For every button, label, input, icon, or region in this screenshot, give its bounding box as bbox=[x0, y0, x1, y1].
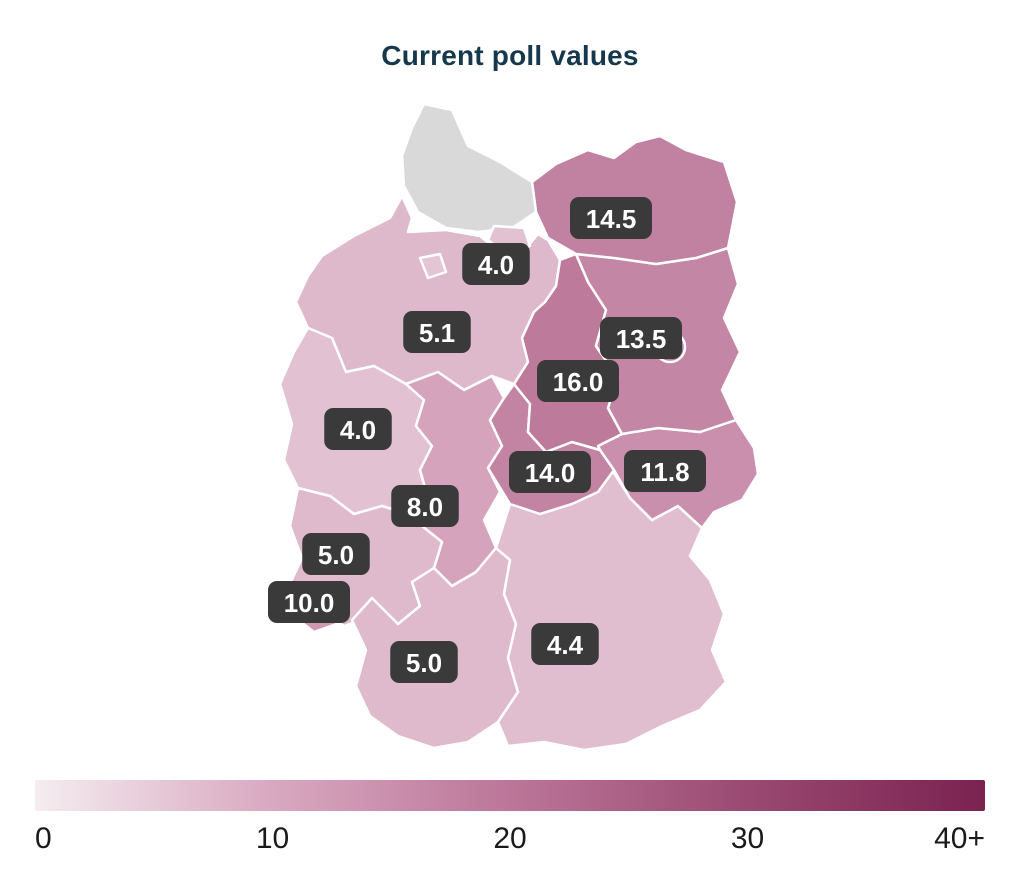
value-label-mecklenburg-vorpommern: 14.5 bbox=[570, 197, 652, 239]
value-label-niedersachsen: 5.1 bbox=[403, 311, 471, 353]
germany-map: 14.5 4.0 5.1 13.5 16.0 4.0 14.0 11.8 8.0 5.0 10.0 5… bbox=[268, 102, 760, 752]
chart-title: Current poll values bbox=[381, 40, 639, 71]
svg-text:10.0: 10.0 bbox=[284, 588, 335, 618]
value-label-saarland: 10.0 bbox=[268, 581, 350, 623]
value-label-thueringen: 14.0 bbox=[509, 451, 591, 493]
value-label-hessen: 8.0 bbox=[391, 485, 459, 527]
svg-text:4.0: 4.0 bbox=[478, 250, 514, 280]
state-schleswig-holstein[interactable] bbox=[400, 102, 538, 234]
svg-text:16.0: 16.0 bbox=[553, 367, 604, 397]
value-label-sachsen-anhalt: 16.0 bbox=[537, 360, 619, 402]
value-label-nordrhein-westfalen: 4.0 bbox=[324, 408, 392, 450]
svg-text:4.0: 4.0 bbox=[340, 415, 376, 445]
value-label-rheinland-pfalz: 5.0 bbox=[302, 533, 370, 575]
value-label-brandenburg: 13.5 bbox=[600, 317, 682, 359]
svg-text:14.0: 14.0 bbox=[525, 458, 576, 488]
svg-text:8.0: 8.0 bbox=[407, 492, 443, 522]
legend-tick-40plus: 40+ bbox=[934, 822, 985, 855]
svg-text:5.1: 5.1 bbox=[419, 318, 455, 348]
value-label-baden-wuerttemberg: 5.0 bbox=[390, 641, 458, 683]
value-label-bayern: 4.4 bbox=[531, 623, 599, 665]
svg-text:11.8: 11.8 bbox=[640, 457, 689, 487]
value-label-hamburg: 4.0 bbox=[462, 243, 530, 285]
value-label-sachsen: 11.8 bbox=[624, 450, 706, 492]
svg-text:5.0: 5.0 bbox=[406, 648, 442, 678]
svg-text:13.5: 13.5 bbox=[616, 324, 667, 354]
legend-tick-30: 30 bbox=[730, 822, 765, 855]
legend-tick-10: 10 bbox=[255, 822, 290, 855]
svg-text:5.0: 5.0 bbox=[318, 540, 354, 570]
legend-tick-0: 0 bbox=[35, 822, 52, 855]
color-scale-bar bbox=[35, 780, 985, 811]
svg-text:14.5: 14.5 bbox=[586, 204, 637, 234]
state-bremen[interactable] bbox=[418, 252, 448, 280]
legend-tick-20: 20 bbox=[493, 822, 527, 855]
color-scale-ticks: 0 10 20 30 40+ bbox=[35, 822, 985, 862]
svg-text:4.4: 4.4 bbox=[547, 630, 584, 660]
